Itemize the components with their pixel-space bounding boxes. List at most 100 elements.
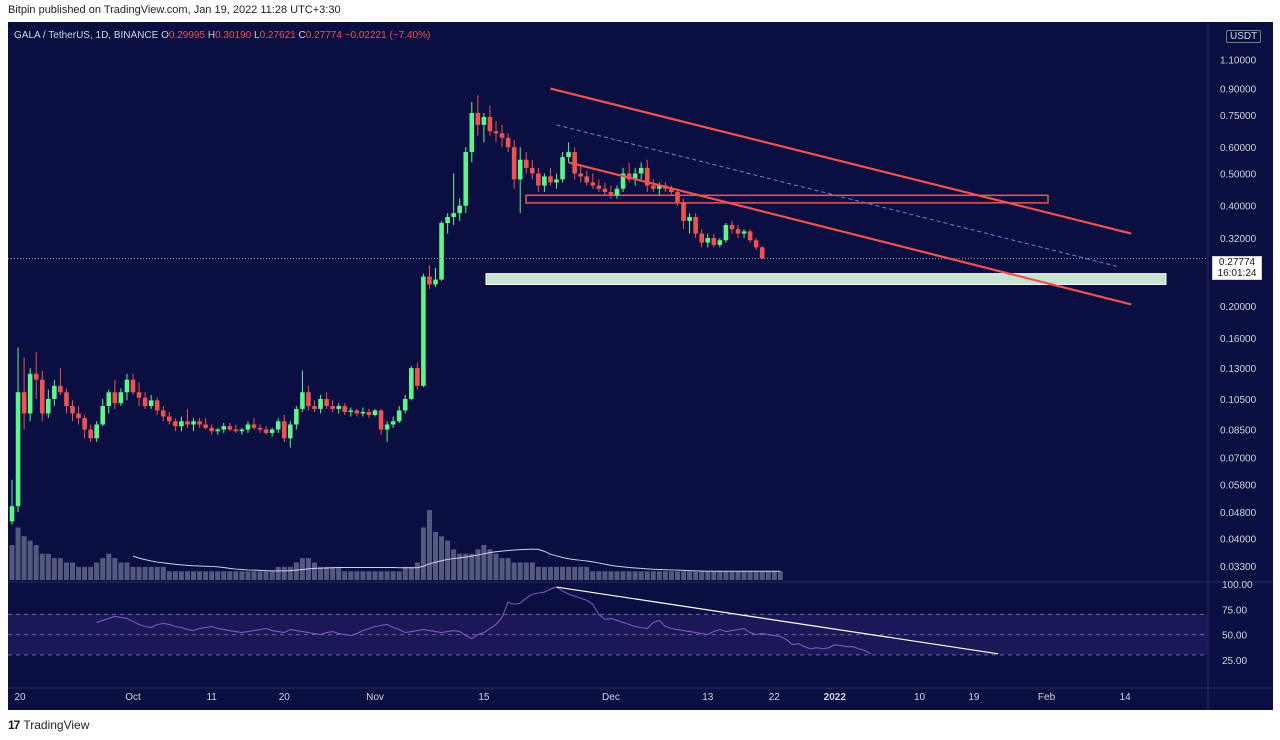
volume-bar	[136, 566, 142, 580]
legend-change: −0.02221 (−7.40%)	[344, 30, 431, 41]
volume-bar	[547, 566, 553, 580]
volume-bar	[402, 566, 408, 580]
volume-bar	[729, 571, 735, 580]
volume-bar	[723, 571, 729, 580]
legend-close: 0.27774	[305, 30, 342, 41]
price-tick-label: 0.40000	[1220, 202, 1257, 213]
candle-body	[651, 185, 656, 189]
candle-body	[366, 411, 372, 415]
volume-bar	[160, 566, 166, 580]
time-tick-label: 22	[769, 692, 781, 703]
footer-brand[interactable]: TradingView	[23, 718, 90, 732]
volume-bar	[324, 566, 330, 580]
support-zone	[485, 273, 1167, 285]
legend-close-label: C	[298, 30, 306, 41]
current-price-value: 0.27774	[1218, 257, 1256, 268]
time-tick-label: 2022	[824, 692, 847, 703]
time-tick-label: 20	[279, 692, 291, 703]
candle-body	[517, 159, 523, 180]
volume-bar	[693, 571, 699, 580]
tradingview-logo-icon: 17	[8, 718, 20, 732]
volume-bar	[735, 571, 741, 580]
candle-body	[409, 368, 414, 399]
volume-bar	[209, 571, 215, 580]
volume-bar	[360, 571, 366, 580]
candle-body	[469, 113, 475, 153]
candle-body	[372, 410, 378, 415]
volume-bar	[608, 571, 614, 580]
candle-body	[602, 188, 608, 192]
volume-bar	[51, 558, 57, 580]
currency-label[interactable]: USDT	[1226, 30, 1262, 43]
candle-body	[439, 222, 444, 280]
volume-bar	[27, 540, 33, 580]
candle-body	[324, 398, 329, 407]
candle-body	[46, 398, 51, 414]
candle-body	[251, 424, 257, 428]
candle-body	[227, 426, 233, 430]
candle-body	[257, 427, 263, 430]
candle-body	[511, 147, 517, 180]
volume-bar	[747, 571, 753, 580]
legend-open: 0.29995	[168, 30, 206, 41]
volume-bar	[505, 558, 511, 580]
candle-body	[167, 416, 172, 422]
candle-body	[536, 173, 541, 186]
time-tick-label: 14	[1120, 692, 1132, 703]
candle-body	[215, 429, 220, 432]
volume-bar	[318, 566, 324, 580]
volume-bar	[293, 562, 299, 580]
candle-body	[118, 392, 124, 404]
volume-bar	[124, 562, 130, 580]
candle-body	[711, 237, 717, 245]
volume-bar	[668, 571, 674, 580]
candle-body	[70, 406, 75, 414]
rsi-tick-label: 25.00	[1222, 656, 1247, 667]
candle-body	[530, 167, 535, 174]
candle-body	[445, 217, 450, 223]
legend-high-label: H	[207, 30, 216, 41]
price-tick-label: 0.16000	[1220, 334, 1257, 345]
legend-high: 0.30190	[215, 30, 252, 41]
price-tick-label: 0.03300	[1220, 562, 1257, 573]
volume-bar	[142, 566, 148, 580]
candle-body	[148, 400, 154, 407]
price-tick-label: 0.20000	[1220, 302, 1257, 313]
candle-body	[348, 410, 354, 412]
volume-bar	[614, 571, 620, 580]
volume-bar	[469, 553, 475, 580]
time-tick-label: Feb	[1038, 692, 1056, 703]
price-tick-label: 0.32000	[1220, 234, 1257, 245]
volume-bar	[699, 571, 705, 580]
volume-bar	[33, 545, 39, 580]
price-tick-label: 1.10000	[1220, 56, 1257, 67]
candle-body	[481, 116, 487, 125]
candle-body	[360, 411, 366, 414]
candle-body	[21, 392, 27, 414]
volume-bar	[481, 545, 487, 580]
candle-body	[608, 191, 614, 196]
chart-canvas[interactable]: 1.10000 0.90000 0.75000 0.60000 0.50000 0.400…	[8, 22, 1273, 710]
candle-body	[759, 247, 765, 259]
candle-body	[741, 231, 747, 234]
time-tick-label: Nov	[366, 692, 384, 703]
price-tick-label: 0.04800	[1220, 508, 1257, 519]
volume-bar	[602, 571, 608, 580]
volume-bar	[681, 571, 687, 580]
rsi-line	[96, 586, 872, 655]
channel-upper-line	[550, 87, 1132, 235]
volume-bar	[626, 571, 632, 580]
candle-body	[699, 233, 704, 243]
volume-bar	[408, 566, 414, 580]
candle-body	[94, 424, 99, 439]
time-tick-label: 20	[14, 692, 26, 703]
candle-body	[566, 152, 571, 158]
current-price-badge: 0.27774 16:01:24	[1212, 256, 1262, 280]
volume-bar	[287, 566, 293, 580]
price-tick-label: 0.50000	[1220, 170, 1257, 181]
legend-symbol: GALA / TetherUS, 1D, BINANCE	[14, 30, 159, 41]
candle-body	[542, 176, 547, 186]
volume-bar	[499, 558, 505, 580]
volume-bar	[771, 571, 777, 580]
volume-bar	[221, 571, 227, 580]
